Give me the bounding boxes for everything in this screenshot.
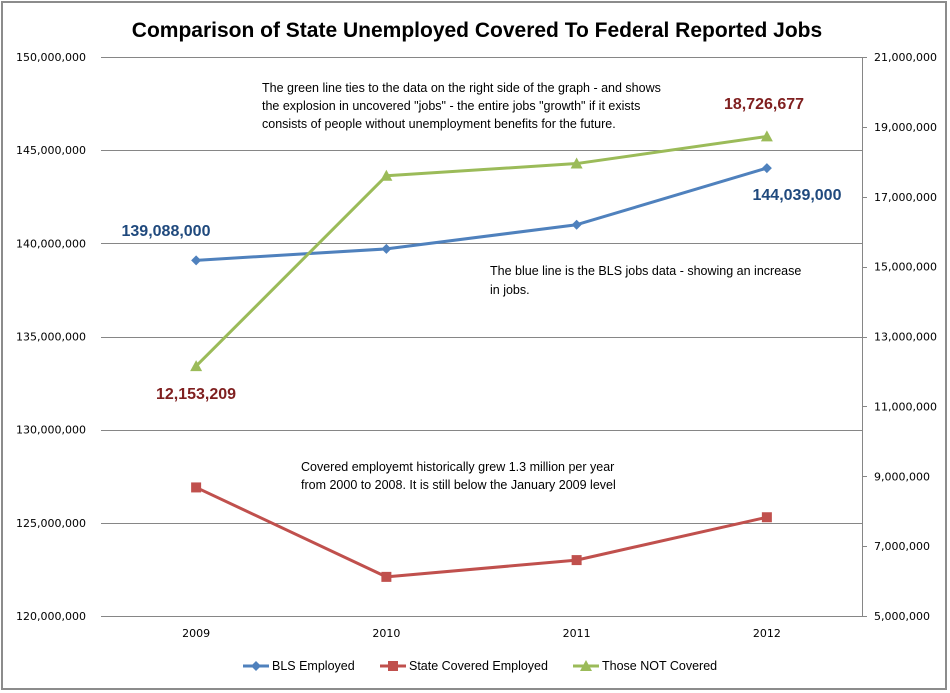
series-line-state-covered-employed xyxy=(195,486,768,579)
right-axis-tick-label: 7,000,000 xyxy=(874,540,930,553)
left-axis-tick-label: 120,000,000 xyxy=(16,610,86,623)
right-axis-tick-label: 13,000,000 xyxy=(874,331,937,344)
legend: BLS Employed State Covered Employed Those … xyxy=(243,659,717,673)
series-group xyxy=(190,130,773,582)
x-axis-tick-label: 2010 xyxy=(372,627,400,640)
annotation-line: The green line ties to the data on the r… xyxy=(262,81,661,95)
left-axis-tick-label: 125,000,000 xyxy=(16,517,86,530)
right-axis-tick-label: 21,000,000 xyxy=(874,51,937,64)
right-axis-tick-label: 15,000,000 xyxy=(874,261,937,274)
series-those-not-covered xyxy=(190,130,773,372)
data-point-bls-employed xyxy=(761,163,772,174)
data-label-bls-2009: 139,088,000 xyxy=(122,223,211,240)
right-axis-tick-labels: 5,000,000 7,000,000 9,000,000 11,000,000 13,… xyxy=(874,51,937,623)
annotation-line: The blue line is the BLS jobs data - sho… xyxy=(490,264,801,278)
x-axis-tick-labels: 2009 2010 2011 2012 xyxy=(182,627,781,640)
annotation-line: from 2000 to 2008. It is still below the… xyxy=(301,478,616,492)
legend-item-bls-employed: BLS Employed xyxy=(243,659,355,673)
left-axis-tick-label: 145,000,000 xyxy=(16,144,86,157)
legend-marker-icon xyxy=(251,661,261,671)
legend-item-state-covered-employed: State Covered Employed xyxy=(380,659,548,673)
data-point-those-not-covered xyxy=(760,130,773,142)
left-axis-tick-label: 135,000,000 xyxy=(16,331,86,344)
series-line-those-not-covered xyxy=(195,134,768,368)
gridlines xyxy=(101,57,862,617)
data-label-bls-2012: 144,039,000 xyxy=(753,187,842,204)
data-point-bls-employed xyxy=(191,255,202,266)
chart-title: Comparison of State Unemployed Covered T… xyxy=(132,19,822,42)
right-axis-tick-label: 11,000,000 xyxy=(874,400,937,413)
data-label-notcovered-2009: 12,153,209 xyxy=(156,386,236,403)
right-axis-tick-label: 9,000,000 xyxy=(874,470,930,483)
axes xyxy=(862,57,867,617)
right-axis-tick-label: 17,000,000 xyxy=(874,191,937,204)
series-line-bls-employed xyxy=(196,166,768,262)
annotation-covered: Covered employemt historically grew 1.3 … xyxy=(301,460,616,492)
data-point-state-covered-employed xyxy=(571,555,582,566)
data-label-notcovered-2012: 18,726,677 xyxy=(724,96,804,113)
x-axis-tick-label: 2011 xyxy=(563,627,591,640)
x-axis-tick-label: 2009 xyxy=(182,627,210,640)
data-point-those-not-covered xyxy=(380,169,393,181)
legend-label: State Covered Employed xyxy=(409,659,548,673)
annotation-line: Covered employemt historically grew 1.3 … xyxy=(301,460,614,474)
legend-marker-icon xyxy=(388,661,398,671)
legend-item-those-not-covered: Those NOT Covered xyxy=(573,659,717,673)
data-point-bls-employed xyxy=(571,219,582,230)
right-axis-tick-label: 19,000,000 xyxy=(874,121,937,134)
annotation-blue-line: The blue line is the BLS jobs data - sho… xyxy=(490,264,801,297)
left-axis-tick-label: 150,000,000 xyxy=(16,51,86,64)
data-point-those-not-covered xyxy=(190,360,203,372)
data-point-state-covered-employed xyxy=(191,482,202,493)
left-axis-tick-labels: 120,000,000 125,000,000 130,000,000 135,000… xyxy=(16,51,86,623)
data-point-state-covered-employed xyxy=(381,571,392,582)
left-axis-tick-label: 130,000,000 xyxy=(16,424,86,437)
data-point-bls-employed xyxy=(381,243,392,254)
annotation-line: consists of people without unemployment … xyxy=(262,117,616,131)
right-axis-tick-label: 5,000,000 xyxy=(874,610,930,623)
legend-marker-icon xyxy=(580,660,592,671)
annotation-line: in jobs. xyxy=(490,283,530,297)
legend-label: Those NOT Covered xyxy=(602,659,717,673)
annotation-line: the explosion in uncovered "jobs" - the … xyxy=(262,99,640,113)
x-axis-tick-label: 2012 xyxy=(753,627,781,640)
legend-label: BLS Employed xyxy=(272,659,355,673)
series-bls-employed xyxy=(191,163,772,266)
data-point-state-covered-employed xyxy=(761,512,772,523)
annotation-green-line: The green line ties to the data on the r… xyxy=(262,81,661,131)
data-point-those-not-covered xyxy=(570,157,583,169)
left-axis-tick-label: 140,000,000 xyxy=(16,237,86,250)
series-state-covered-employed xyxy=(191,482,772,582)
